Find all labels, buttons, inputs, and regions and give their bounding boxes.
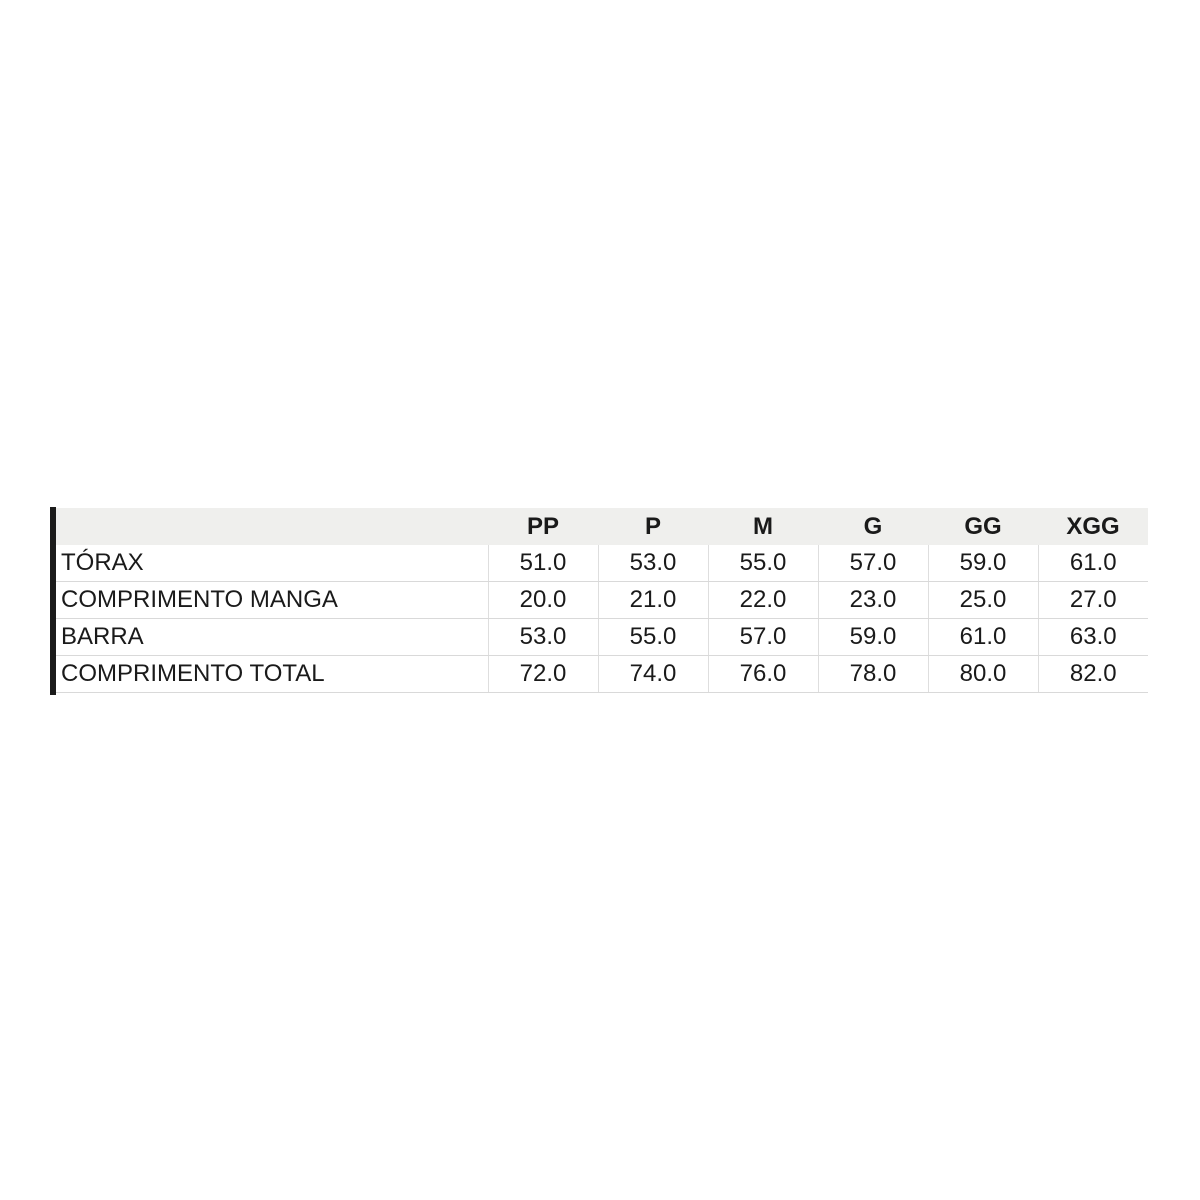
cell-value: 61.0 (1037, 545, 1148, 582)
header-size-xgg: XGG (1038, 508, 1148, 545)
cell-value: 53.0 (487, 618, 598, 656)
cell-value: 23.0 (817, 581, 928, 619)
header-empty-cell (56, 508, 488, 545)
cell-value: 55.0 (597, 618, 708, 656)
cell-value: 25.0 (927, 581, 1038, 619)
row-label: COMPRIMENTO TOTAL (56, 655, 488, 693)
cell-value: 61.0 (927, 618, 1038, 656)
row-label: BARRA (56, 618, 488, 656)
header-size-m: M (708, 508, 818, 545)
header-size-gg: GG (928, 508, 1038, 545)
header-row: PP P M G GG XGG (56, 508, 1148, 545)
cell-value: 72.0 (487, 655, 598, 693)
cell-value: 78.0 (817, 655, 928, 693)
table-row-comprimento-manga: COMPRIMENTO MANGA 20.0 21.0 22.0 23.0 25… (56, 581, 1148, 619)
cell-value: 82.0 (1037, 655, 1148, 693)
header-size-g: G (818, 508, 928, 545)
header-size-p: P (598, 508, 708, 545)
left-accent-bar (50, 507, 56, 695)
cell-value: 21.0 (597, 581, 708, 619)
row-label: COMPRIMENTO MANGA (56, 581, 488, 619)
cell-value: 59.0 (817, 618, 928, 656)
size-chart-table: PP P M G GG XGG TÓRAX 51.0 53.0 55.0 57.… (56, 508, 1148, 693)
cell-value: 27.0 (1037, 581, 1148, 619)
row-label: TÓRAX (56, 545, 488, 582)
cell-value: 76.0 (707, 655, 818, 693)
cell-value: 57.0 (707, 618, 818, 656)
header-size-pp: PP (488, 508, 598, 545)
table-row-torax: TÓRAX 51.0 53.0 55.0 57.0 59.0 61.0 (56, 545, 1148, 582)
cell-value: 63.0 (1037, 618, 1148, 656)
cell-value: 53.0 (597, 545, 708, 582)
cell-value: 74.0 (597, 655, 708, 693)
cell-value: 57.0 (817, 545, 928, 582)
cell-value: 20.0 (487, 581, 598, 619)
table-row-barra: BARRA 53.0 55.0 57.0 59.0 61.0 63.0 (56, 618, 1148, 656)
table-row-comprimento-total: COMPRIMENTO TOTAL 72.0 74.0 76.0 78.0 80… (56, 655, 1148, 693)
cell-value: 22.0 (707, 581, 818, 619)
cell-value: 59.0 (927, 545, 1038, 582)
cell-value: 51.0 (487, 545, 598, 582)
cell-value: 55.0 (707, 545, 818, 582)
cell-value: 80.0 (927, 655, 1038, 693)
